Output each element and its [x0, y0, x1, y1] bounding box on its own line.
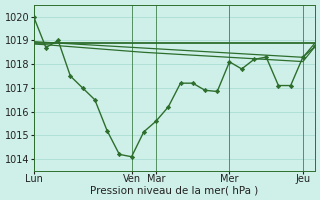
- X-axis label: Pression niveau de la mer( hPa ): Pression niveau de la mer( hPa ): [90, 185, 259, 195]
